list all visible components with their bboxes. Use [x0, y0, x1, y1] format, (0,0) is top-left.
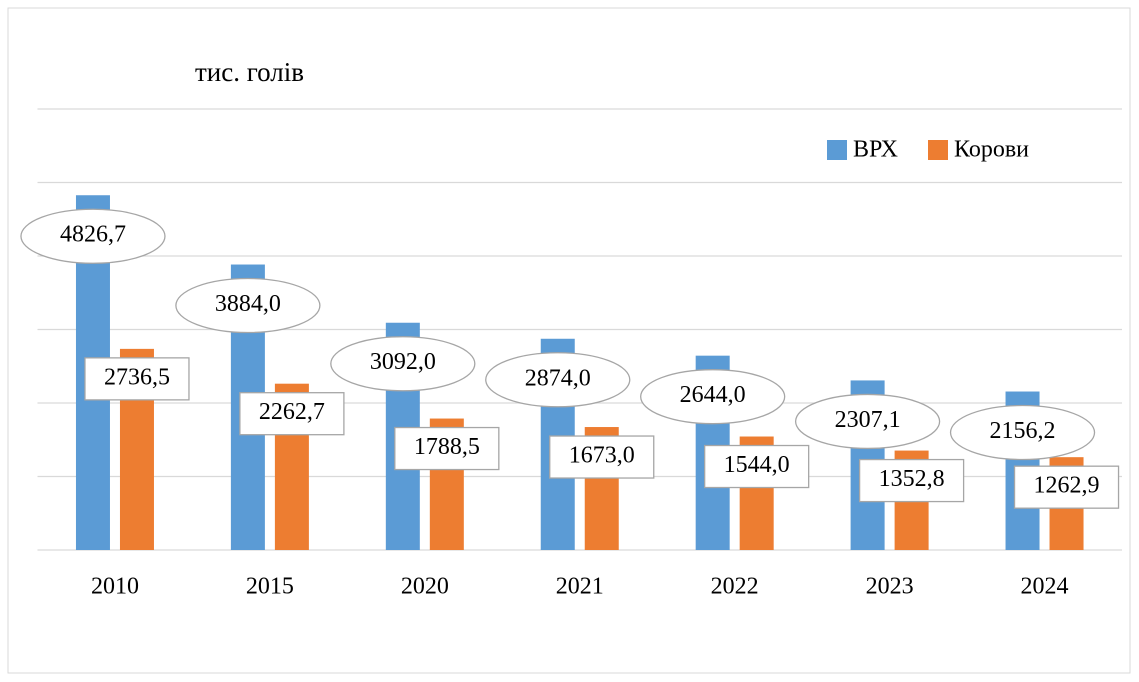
- label-box: [704, 444, 810, 489]
- data-label: 1262,9: [1034, 473, 1100, 499]
- label-bubble: [485, 352, 631, 408]
- data-label: 2262,7: [259, 399, 325, 425]
- x-tick-label: 2015: [246, 574, 294, 600]
- data-label: 3092,0: [370, 349, 436, 375]
- data-label: 2307,1: [835, 407, 901, 433]
- label-box: [84, 357, 190, 401]
- label-bubble: [175, 277, 321, 334]
- data-label: 2874,0: [525, 365, 591, 391]
- data-label: 1788,5: [414, 434, 480, 460]
- data-label: 3884,0: [215, 291, 281, 317]
- legend-label: ВРХ: [853, 137, 898, 163]
- legend-swatch: [928, 140, 948, 160]
- label-box: [1013, 465, 1120, 509]
- label-bubble: [949, 404, 1096, 461]
- data-label: 2736,5: [104, 364, 170, 390]
- label-bubble: [794, 393, 941, 450]
- label-bubble: [640, 369, 786, 425]
- data-label: 2644,0: [680, 382, 746, 408]
- data-label: 1544,0: [724, 452, 790, 478]
- x-tick-label: 2022: [711, 574, 759, 600]
- label-box: [239, 392, 345, 436]
- x-tick-label: 2024: [1021, 574, 1069, 600]
- data-label: 1352,8: [879, 466, 945, 492]
- label-bubble: [330, 336, 476, 392]
- label-bubble: [20, 208, 166, 264]
- data-label: 2156,2: [990, 418, 1056, 444]
- x-tick-label: 2023: [866, 574, 914, 600]
- legend-swatch: [827, 140, 847, 160]
- label-box: [858, 458, 965, 503]
- data-label: 4826,7: [60, 222, 126, 248]
- x-tick-label: 2020: [401, 574, 449, 600]
- legend-label: Корови: [954, 137, 1029, 163]
- x-tick-label: 2021: [556, 574, 604, 600]
- data-label: 1673,0: [569, 443, 635, 469]
- x-tick-label: 2010: [91, 574, 139, 600]
- chart-title: тис. голів: [195, 57, 304, 87]
- label-box: [549, 435, 655, 479]
- label-box: [394, 426, 500, 471]
